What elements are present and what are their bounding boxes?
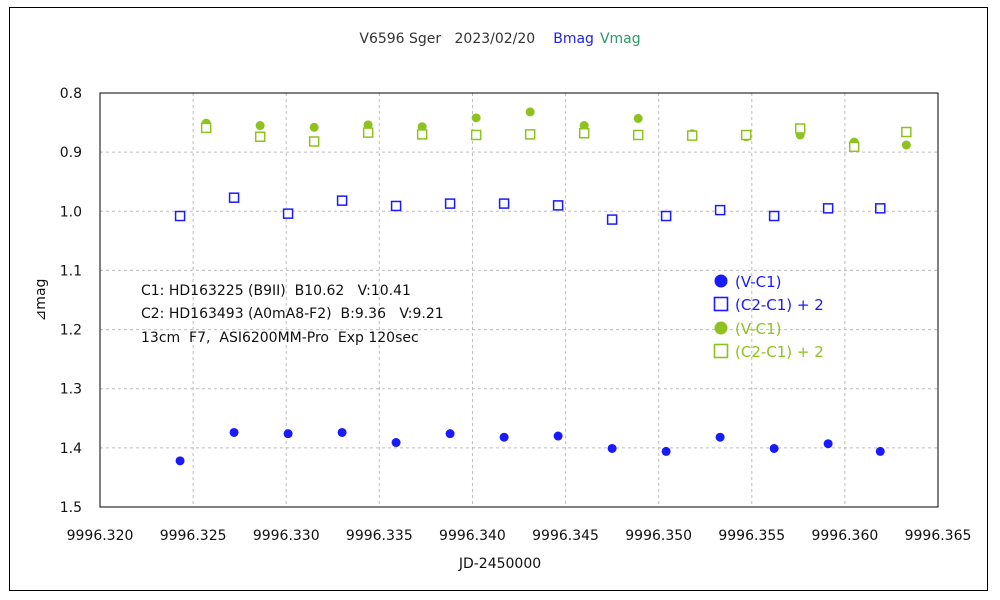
data-point-s1 xyxy=(228,192,240,203)
data-point-s0 xyxy=(661,446,671,456)
x-tick-label: 9996.365 xyxy=(905,528,972,544)
data-point-s0 xyxy=(553,431,563,441)
data-point-s3 xyxy=(578,127,590,139)
data-point-s0 xyxy=(715,432,725,442)
chart-title: V6596 Sger 2023/02/20 Bmag Vmag xyxy=(359,31,640,47)
x-tick-label: 9996.320 xyxy=(67,528,134,544)
y-tick-labels: 0.8 0.9 1.0 1.1 1.2 1.3 1.4 1.5 xyxy=(60,86,82,516)
data-point-s2 xyxy=(255,121,265,131)
legend-label-b-vc1: (V-C1) xyxy=(735,273,782,291)
y-tick-label: 0.9 xyxy=(60,145,82,161)
data-point-s2 xyxy=(579,121,589,131)
data-point-s3 xyxy=(470,129,482,141)
y-tick-label: 1.4 xyxy=(60,441,82,457)
y-tick-label: 1.0 xyxy=(60,204,82,220)
data-point-s0 xyxy=(499,432,509,442)
chart-frame xyxy=(9,7,988,591)
legend-marker-v-vc1 xyxy=(714,321,728,335)
chart-title-vmag: Vmag xyxy=(600,31,641,47)
data-point-s2 xyxy=(363,120,373,130)
data-point-s3 xyxy=(686,130,698,141)
data-point-s0 xyxy=(283,429,293,439)
data-point-s2 xyxy=(309,122,319,132)
data-point-s3 xyxy=(848,141,860,153)
data-point-s1 xyxy=(660,210,672,222)
legend-marker-v-c2c1 xyxy=(713,343,729,359)
data-point-s0 xyxy=(445,429,455,439)
data-point-s3 xyxy=(362,127,374,138)
data-point-s0 xyxy=(229,427,239,437)
legend-label-b-c2c1: (C2-C1) + 2 xyxy=(735,296,824,314)
x-tick-label: 9996.355 xyxy=(718,528,785,544)
legend-label-v-vc1: (V-C1) xyxy=(735,320,782,338)
x-tick-label: 9996.335 xyxy=(346,528,413,544)
data-point-s0 xyxy=(607,443,617,453)
data-point-s3 xyxy=(524,129,536,140)
data-point-s1 xyxy=(822,203,834,214)
data-point-s2 xyxy=(901,140,911,150)
y-tick-label: 1.3 xyxy=(60,382,82,398)
data-point-s2 xyxy=(633,113,643,123)
data-point-s1 xyxy=(552,200,564,211)
data-point-s0 xyxy=(391,438,401,448)
chart-title-prefix: V6596 Sger 2023/02/20 xyxy=(359,31,535,47)
y-axis-label: ⊿mag xyxy=(33,279,49,322)
annotation-line-3: 13cm F7, ASI6200MM-Pro Exp 120sec xyxy=(141,330,419,346)
y-tick-label: 1.5 xyxy=(60,500,82,516)
data-point-s0 xyxy=(875,446,885,456)
x-tick-label: 9996.360 xyxy=(811,528,878,544)
grid-lines xyxy=(100,93,938,507)
x-tick-labels: 9996.320 9996.325 9996.330 9996.335 9996.340… xyxy=(67,528,972,544)
legend-marker-b-vc1 xyxy=(714,274,728,288)
data-point-s0 xyxy=(175,456,185,466)
data-point-s3 xyxy=(308,136,320,147)
x-tick-label: 9996.330 xyxy=(253,528,320,544)
x-tick-label: 9996.325 xyxy=(160,528,227,544)
y-tick-label: 1.2 xyxy=(60,323,82,339)
data-point-s3 xyxy=(740,129,752,141)
data-point-s1 xyxy=(768,210,780,222)
data-point-s3 xyxy=(794,123,806,134)
data-point-s1 xyxy=(714,204,726,216)
data-point-s1 xyxy=(336,195,348,206)
data-point-s1 xyxy=(444,198,456,209)
data-point-s3 xyxy=(200,122,212,134)
data-point-s1 xyxy=(282,208,294,219)
y-tick-label: 0.8 xyxy=(60,86,82,102)
x-axis-label: JD-2450000 xyxy=(458,556,541,572)
data-point-s3 xyxy=(632,129,644,141)
data-point-s0 xyxy=(337,427,347,437)
legend-label-v-c2c1: (C2-C1) + 2 xyxy=(735,343,824,361)
x-tick-label: 9996.340 xyxy=(439,528,506,544)
annotation-block: C1: HD163225 (B9II) B10.62 V:10.41 C2: H… xyxy=(141,283,444,346)
data-point-s1 xyxy=(390,200,402,212)
legend-marker-b-c2c1 xyxy=(713,296,729,312)
data-point-s2 xyxy=(525,107,535,117)
data-marks xyxy=(174,107,912,466)
data-point-s1 xyxy=(606,214,618,225)
legend: (V-C1) (C2-C1) + 2 (V-C1) (C2-C1) + 2 xyxy=(713,273,824,361)
data-point-s1 xyxy=(174,210,186,222)
x-tick-label: 9996.345 xyxy=(532,528,599,544)
data-point-s2 xyxy=(417,122,427,132)
data-point-s0 xyxy=(823,439,833,449)
x-tick-label: 9996.350 xyxy=(625,528,692,544)
plot-area-border xyxy=(99,92,939,508)
data-point-s1 xyxy=(498,198,510,209)
data-point-s3 xyxy=(901,126,912,138)
data-point-s1 xyxy=(875,203,886,214)
data-point-s2 xyxy=(471,113,481,123)
data-point-s3 xyxy=(416,129,428,140)
data-point-s3 xyxy=(254,131,266,143)
data-point-s0 xyxy=(769,443,779,453)
chart-title-bmag: Bmag xyxy=(553,31,594,47)
annotation-line-2: C2: HD163493 (A0mA8-F2) B:9.36 V:9.21 xyxy=(141,306,444,322)
y-tick-label: 1.1 xyxy=(60,263,82,279)
annotation-line-1: C1: HD163225 (B9II) B10.62 V:10.41 xyxy=(141,283,411,299)
